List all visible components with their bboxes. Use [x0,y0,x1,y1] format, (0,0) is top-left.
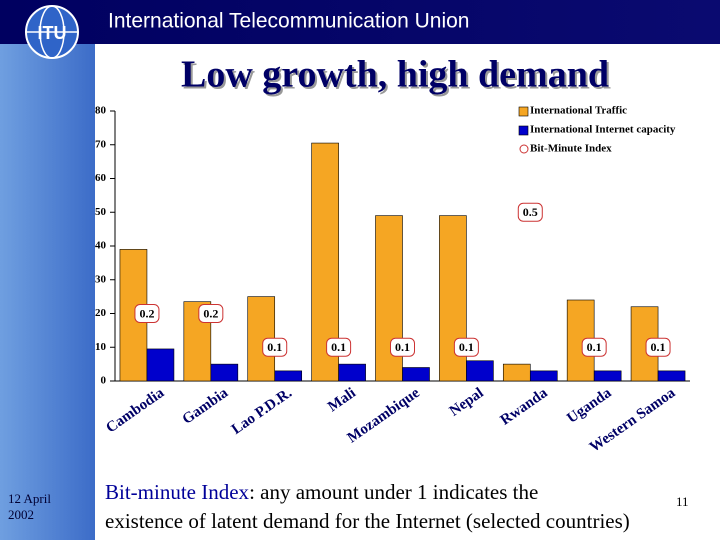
data-label: 0.1 [331,340,346,354]
legend-label: International Internet capacity [530,124,676,136]
y-tick-label: 80 [95,105,107,117]
bar [402,367,430,382]
x-tick-label: Lao P.D.R. [229,385,295,438]
bar [657,370,686,382]
chart-title: Low growth, high demand [181,54,609,96]
footnote: Bit-minute Index: any amount under 1 ind… [105,480,538,504]
bar [338,363,366,382]
data-label: 0.2 [203,306,218,320]
page-number: 11 [676,494,689,509]
y-tick-label: 60 [95,172,107,184]
x-tick-label: Cambodia [103,385,167,437]
index-label-box [645,337,671,357]
index-label-box [198,304,224,323]
index-label-box [134,304,160,323]
y-tick-label: 50 [95,206,107,218]
data-label: 0.1 [651,340,666,354]
data-label: 0.1 [267,340,282,354]
date: 2002 [8,507,34,522]
header-title: International Telecommunication Union [108,10,470,33]
svg-text:ITU: ITU [38,23,67,43]
x-tick-label: Mali [325,385,359,415]
left-strip [0,0,95,540]
legend-swatch [519,144,529,154]
index-label-box [262,337,288,357]
date: 12 April [8,491,51,506]
legend-label: Bit-Minute Index [530,143,612,155]
index-label-box [453,337,479,357]
legend-swatch [518,106,529,117]
index-label-box [326,337,352,357]
y-tick-label: 0 [101,375,107,387]
itu-logo: ITU [25,5,79,59]
bar [210,363,239,382]
footnote-text: : any amount under 1 indicates the [249,480,538,504]
bar [593,370,622,382]
y-tick-label: 30 [95,273,107,285]
data-label: 0.1 [587,340,602,354]
footnote-term: Bit-minute Index [105,480,250,504]
index-label-box [517,202,543,222]
y-tick-label: 70 [95,138,107,150]
y-tick-label: 20 [95,307,107,319]
x-tick-label: Uganda [564,385,615,427]
data-label: 0.2 [139,306,154,320]
y-tick-label: 40 [95,240,107,252]
data-label: 0.5 [523,205,538,219]
y-tick-label: 10 [95,341,107,353]
bar [502,363,531,382]
x-tick-label: Gambia [180,385,232,428]
x-tick-label: Mozambique [345,385,423,447]
data-label: 0.1 [459,340,474,354]
title-shadow: Low growth, high demand [183,56,611,98]
data-label: 0.1 [395,340,410,354]
bar [274,370,303,382]
x-tick-label: Rwanda [498,385,551,429]
footnote-text: existence of latent demand for the Inter… [105,509,630,533]
header-band [0,0,720,44]
bar [466,360,494,382]
legend-swatch [518,125,529,136]
index-label-box [581,337,607,357]
bar [529,370,558,382]
x-tick-label: Nepal [447,385,487,420]
index-label-box [390,337,415,357]
bar [146,348,175,382]
legend-label: International Traffic [530,105,627,117]
